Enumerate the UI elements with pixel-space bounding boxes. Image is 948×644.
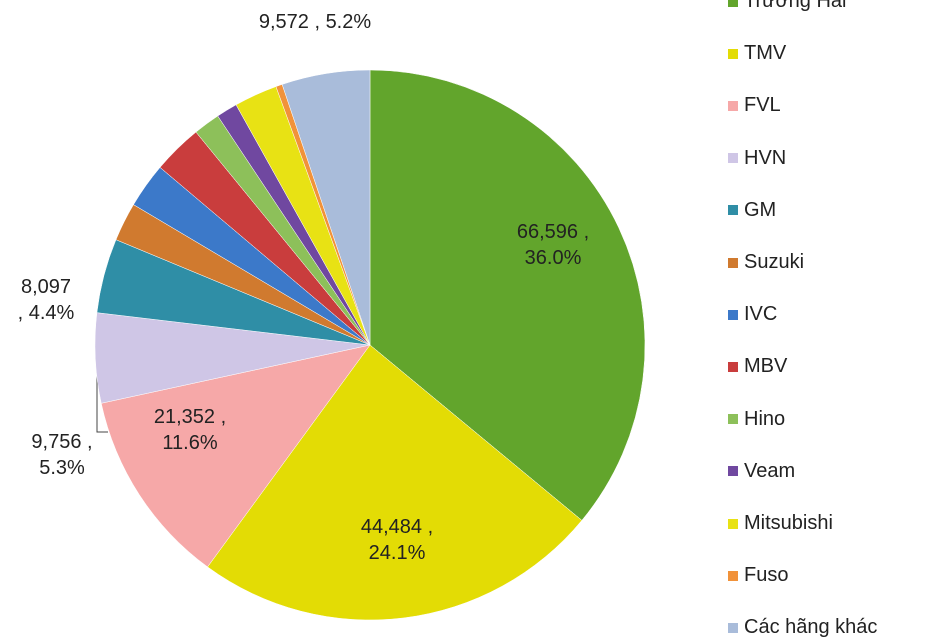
pie-slice [281, 69, 371, 346]
legend-label: HVN [744, 146, 787, 169]
legend-swatch [728, 153, 738, 164]
data-label: 9,756 , 5.3% [31, 431, 93, 479]
pie-slice [100, 344, 371, 568]
legend-swatch [728, 0, 738, 7]
legend-item: Các hãng khác [728, 616, 877, 639]
pie-slice [207, 344, 583, 621]
legend-item: Trường Hải [728, 0, 846, 13]
legend-label: Suzuki [744, 251, 805, 273]
legend-label: TMV [744, 42, 787, 65]
legend-swatch [728, 570, 738, 581]
data-label: 8,097 , 4.4% [17, 276, 75, 324]
legend-label: IVC [744, 303, 778, 326]
legend-swatch [728, 622, 738, 633]
legend-item: FVL [728, 94, 781, 117]
legend-label: MBV [744, 355, 788, 378]
legend-item: IVC [728, 303, 777, 326]
legend-swatch [728, 309, 738, 320]
legend-label: Veam [744, 459, 796, 482]
legend-label: Hino [744, 407, 786, 430]
legend-swatch [728, 361, 738, 372]
pie-slice [369, 69, 646, 521]
legend-item: Hino [728, 408, 785, 431]
legend-label: FVL [744, 94, 781, 117]
legend-swatch [728, 205, 738, 216]
data-label: 66,596 , 36.0% [516, 221, 590, 269]
legend-swatch [728, 518, 738, 529]
legend-item: MBV [728, 355, 787, 378]
legend-label: Các hãng khác [744, 616, 878, 639]
legend-swatch [728, 100, 738, 111]
legend-item: HVN [728, 147, 786, 170]
legend-label: Mitsubishi [744, 512, 833, 534]
data-label: 44,484 , 24.1% [360, 516, 434, 564]
legend-swatch [728, 48, 738, 59]
data-label: 21,352 , 11.6% [153, 406, 227, 454]
legend-item: GM [728, 199, 776, 222]
legend-item: Mitsubishi [728, 512, 833, 535]
legend-label: Trường Hải [744, 0, 847, 12]
legend-item: TMV [728, 42, 786, 65]
legend-label: GM [744, 198, 777, 221]
data-label: 9,572 , 5.2% [258, 11, 372, 33]
legend-item: Fuso [728, 564, 788, 587]
legend-label: Fuso [744, 564, 789, 587]
legend-swatch [728, 466, 738, 477]
legend-swatch [728, 414, 738, 425]
legend-item: Suzuki [728, 251, 804, 274]
legend-item: Veam [728, 460, 795, 483]
legend-swatch [728, 257, 738, 268]
